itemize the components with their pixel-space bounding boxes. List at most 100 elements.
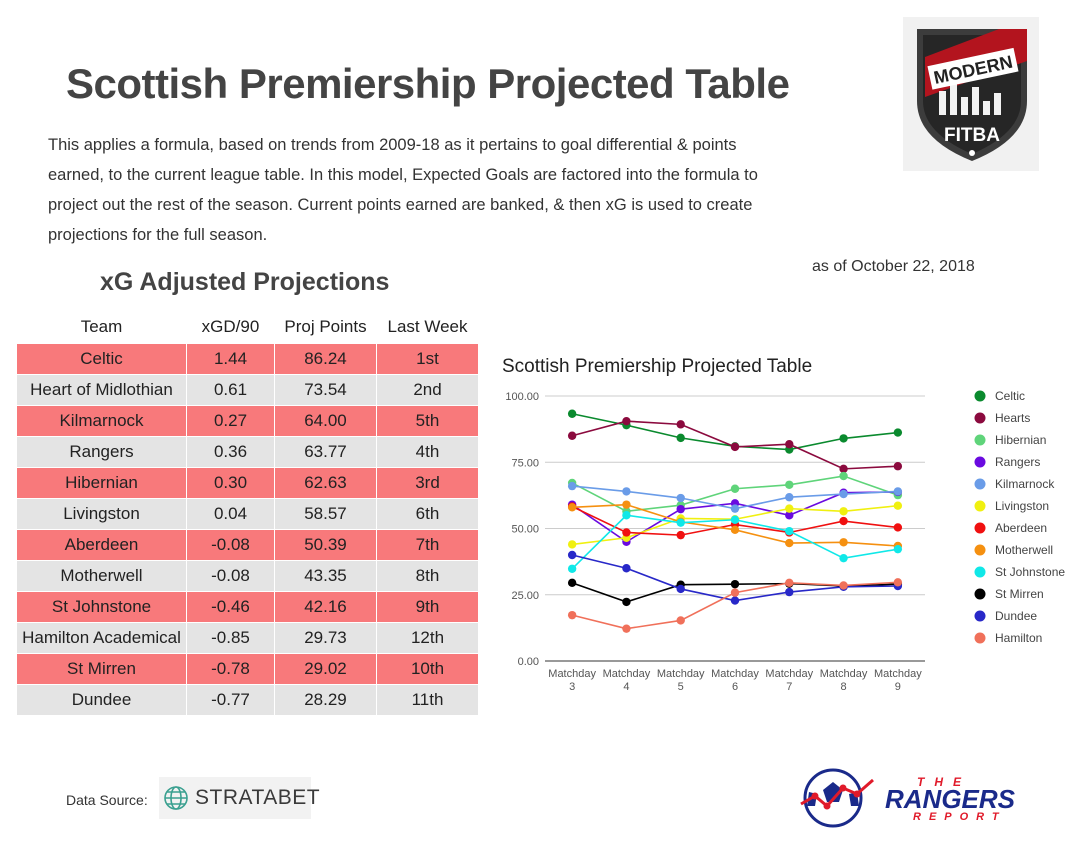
data-point [785, 504, 794, 513]
data-point [730, 484, 740, 493]
chart-svg: 0.0025.0050.0075.00100.00Matchday3Matchd… [505, 389, 1065, 693]
legend-marker [974, 390, 986, 402]
legend-label: Livingston [995, 499, 1049, 513]
cell-proj-points: 28.29 [274, 684, 377, 716]
legend-marker [974, 610, 986, 622]
x-tick-label: Matchday [711, 668, 759, 680]
legend-label: St Mirren [995, 587, 1044, 601]
cell-team: Celtic [16, 343, 187, 375]
cell-xgd: 0.27 [186, 405, 275, 437]
data-point [730, 442, 740, 452]
data-point [622, 500, 631, 509]
legend-label: Hearts [995, 411, 1030, 425]
y-tick-label: 100.00 [505, 391, 539, 403]
data-point [839, 581, 848, 590]
as-of-date: as of October 22, 2018 [812, 258, 975, 275]
ball-icon [969, 150, 975, 156]
data-point [676, 504, 685, 514]
data-point [567, 610, 577, 620]
cell-last-week: 9th [376, 591, 479, 623]
table-row: St Mirren -0.78 29.02 10th [16, 653, 479, 685]
cell-team: Motherwell [16, 560, 187, 592]
data-point [730, 504, 740, 513]
cell-proj-points: 42.16 [274, 591, 377, 623]
x-tick-label: Matchday [603, 668, 651, 680]
data-point [839, 507, 848, 516]
legend-label: St Johnstone [995, 565, 1065, 579]
data-point [893, 544, 903, 554]
chart-title: Scottish Premiership Projected Table [502, 356, 813, 377]
legend-marker [974, 478, 986, 490]
cell-last-week: 1st [376, 343, 479, 375]
cell-xgd: -0.77 [186, 684, 275, 716]
data-point [785, 493, 794, 502]
data-point [839, 471, 848, 481]
table-row: Kilmarnock 0.27 64.00 5th [16, 405, 479, 437]
rr-text-the: THE [917, 775, 971, 789]
cell-last-week: 8th [376, 560, 479, 592]
data-source-label: Data Source: [66, 792, 148, 808]
table-row: Hibernian 0.30 62.63 3rd [16, 467, 479, 499]
x-tick-label: Matchday [548, 668, 596, 680]
cell-last-week: 6th [376, 498, 479, 530]
data-point [676, 584, 685, 594]
cell-xgd: 0.36 [186, 436, 275, 468]
x-tick-label: 8 [841, 681, 847, 693]
legend-label: Aberdeen [995, 521, 1047, 535]
data-point [622, 564, 631, 573]
data-point [567, 550, 577, 560]
cell-xgd: 0.04 [186, 498, 275, 530]
x-tick-label: 5 [678, 681, 684, 693]
legend-marker [974, 412, 986, 424]
cell-xgd: -0.78 [186, 653, 275, 685]
legend-label: Celtic [995, 389, 1025, 403]
legend-label: Hibernian [995, 433, 1046, 447]
cell-team: St Mirren [16, 653, 187, 685]
x-tick-label: Matchday [874, 668, 922, 680]
projection-table: Team xGD/90 Proj Points Last Week Celtic… [16, 311, 479, 716]
data-point [567, 564, 577, 573]
cell-team: Heart of Midlothian [16, 374, 187, 406]
stratabet-logo: STRATABET [159, 777, 320, 819]
cell-proj-points: 43.35 [274, 560, 377, 592]
data-point [676, 530, 685, 540]
data-point [839, 538, 848, 547]
data-point [839, 434, 848, 443]
data-point [785, 480, 794, 489]
cell-last-week: 7th [376, 529, 479, 561]
data-point [839, 489, 848, 499]
data-point [730, 525, 740, 535]
data-point [567, 503, 577, 512]
data-point [893, 487, 903, 496]
table-row: Aberdeen -0.08 50.39 7th [16, 529, 479, 561]
cell-xgd: -0.08 [186, 529, 275, 561]
cell-last-week: 3rd [376, 467, 479, 499]
table-row: St Johnstone -0.46 42.16 9th [16, 591, 479, 623]
x-tick-label: Matchday [765, 668, 813, 680]
data-point [567, 431, 577, 440]
y-tick-label: 0.00 [518, 656, 539, 668]
data-point [622, 624, 631, 633]
data-point [785, 578, 794, 588]
data-point [893, 578, 903, 587]
table-row: Celtic 1.44 86.24 1st [16, 343, 479, 375]
cell-team: Aberdeen [16, 529, 187, 561]
cell-proj-points: 64.00 [274, 405, 377, 437]
data-point [785, 587, 794, 597]
legend-label: Motherwell [995, 543, 1053, 557]
data-point [839, 553, 848, 563]
legend-marker [974, 500, 986, 512]
data-point [730, 596, 740, 605]
cell-team: Dundee [16, 684, 187, 716]
legend-marker [974, 566, 986, 578]
data-point [567, 481, 577, 491]
data-point [676, 420, 685, 429]
cell-xgd: -0.85 [186, 622, 275, 654]
legend-marker [974, 456, 986, 468]
table-header-row: Team xGD/90 Proj Points Last Week [16, 311, 479, 344]
cell-proj-points: 63.77 [274, 436, 377, 468]
legend-label: Kilmarnock [995, 477, 1055, 491]
legend-label: Rangers [995, 455, 1040, 469]
data-point [567, 409, 577, 418]
data-point [567, 540, 577, 549]
